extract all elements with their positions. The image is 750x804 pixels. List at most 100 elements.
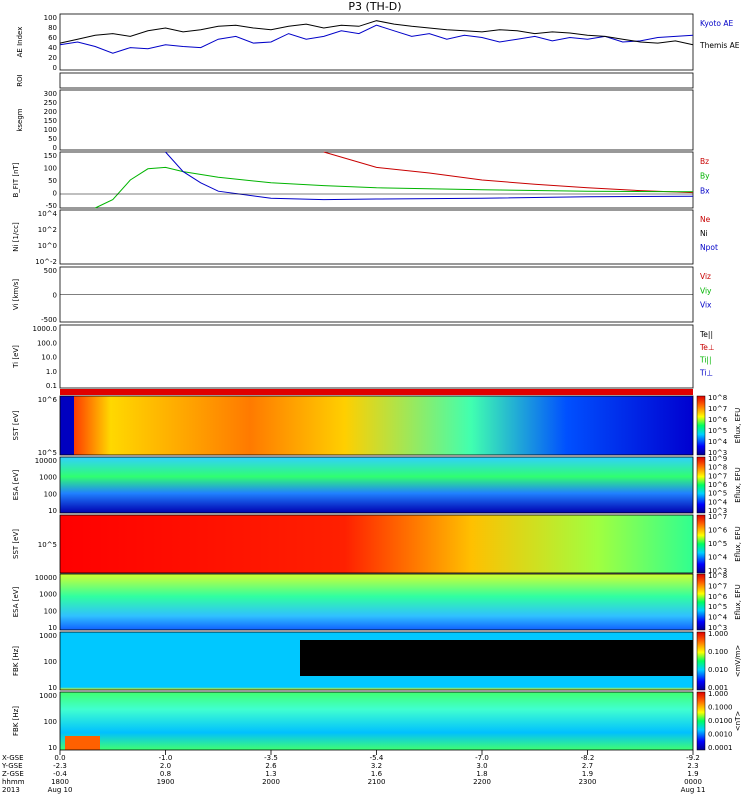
colorbar-tick: 10^3	[708, 567, 727, 575]
colorbar-label: Eflux, EFU	[734, 408, 742, 443]
y-tick-label: 10.0	[41, 354, 57, 362]
x-axis-row-label: 2013	[2, 786, 20, 794]
colorbar-tick: 10^5	[708, 603, 727, 611]
y-tick-label: -500	[41, 316, 57, 324]
y-tick-label: 150	[44, 117, 57, 125]
x-tick-label: -8.2	[581, 754, 595, 762]
colorbar-label: Eflux, EFU	[734, 526, 742, 561]
series-bx	[165, 151, 694, 201]
x-tick-label: 2100	[368, 778, 386, 786]
y-tick-label: 10^4	[38, 210, 58, 218]
legend-entry: Vix	[700, 301, 712, 310]
colorbar-fbk_b	[696, 691, 706, 751]
y-axis-label: Ni [1/cc]	[12, 222, 20, 252]
panel-frame	[59, 514, 694, 574]
x-tick-label: 2.7	[582, 762, 593, 770]
panel-frame	[59, 72, 694, 89]
x-tick-label: 0.8	[160, 770, 171, 778]
y-tick-label: 80	[48, 24, 57, 32]
colorbar-tick: 10^6	[708, 481, 728, 489]
x-tick-label: 3.2	[371, 762, 382, 770]
colorbar-tick: 10^5	[708, 540, 727, 548]
y-tick-label: 10^6	[38, 396, 58, 404]
colorbar-tick: 10^3	[708, 624, 727, 632]
quality-bar	[60, 389, 693, 395]
y-tick-label: 0	[53, 292, 57, 300]
y-axis-label: ESA [eV]	[12, 469, 20, 500]
legend-entry: Themis AE	[699, 41, 740, 50]
x-tick-label: 2200	[473, 778, 491, 786]
panel-ti: Ti [eV] 1000.0 100.0 10.0 1.0 0.1 Te|| Te⊥ Ti|| T…	[12, 324, 714, 390]
y-tick-label: 100	[44, 718, 57, 726]
legend-entry: Ti⊥	[699, 368, 713, 377]
colorbar-label: Eflux, EFU	[734, 584, 742, 619]
x-tick-label: 1800	[51, 778, 69, 786]
colorbar-tick: 10^6	[708, 416, 728, 424]
spectrogram-sst_e	[60, 396, 693, 455]
y-axis-label: ROI	[16, 74, 24, 86]
x-tick-label: 0000	[684, 778, 702, 786]
panel-frame	[59, 456, 694, 514]
colorbar-tick: 10^8	[708, 572, 727, 580]
colorbar-tick: 0.010	[708, 666, 728, 674]
y-tick-label: 200	[44, 108, 57, 116]
y-tick-label: 150	[44, 152, 57, 160]
x-tick-label: 1.6	[371, 770, 383, 778]
x-axis-row-label: hhmm	[2, 778, 25, 786]
y-tick-label: 1000	[39, 591, 57, 599]
colorbar-tick: 10^8	[708, 464, 727, 472]
series-bz	[323, 151, 694, 194]
colorbar-tick: 10^4	[708, 498, 728, 506]
y-tick-label: 10	[48, 684, 57, 692]
x-tick-label: 2300	[579, 778, 597, 786]
y-axis-label: Ti [eV]	[12, 345, 20, 369]
y-tick-label: 10^5	[38, 449, 57, 457]
colorbar-fbk_e	[696, 631, 706, 691]
x-axis-row-label: Y-GSE	[1, 762, 23, 770]
y-tick-label: 100	[44, 658, 57, 666]
colorbar-tick: 0.0001	[708, 744, 733, 752]
series-themis-ae	[59, 20, 694, 46]
x-tick-label: 2.6	[265, 762, 277, 770]
y-tick-label: 100.0	[37, 339, 57, 347]
legend-entry: Ne	[700, 215, 711, 224]
colorbar-tick: 1.000	[708, 630, 728, 638]
colorbar-tick: 10^5	[708, 427, 727, 435]
y-tick-label: 100	[44, 126, 57, 134]
legend-entry: Npot	[700, 243, 718, 252]
colorbar-tick: 0.1000	[708, 704, 733, 712]
spectrogram-esa_e	[60, 457, 693, 513]
panel-frame	[59, 573, 694, 631]
panel-frame	[59, 13, 694, 71]
panel-vi: Vi [km/s] 500 0 -500 Viz Viy Vix	[12, 266, 712, 324]
edge-band	[60, 396, 74, 455]
panel-esa_i: 10^8 10^7 10^6 10^5 10^4 10^3 Eflux, EFU ESA [e…	[12, 572, 742, 632]
series-by	[94, 166, 694, 209]
y-axis-label: SST [eV]	[12, 410, 20, 440]
panel-frame	[59, 89, 694, 151]
x-tick-label: -3.5	[264, 754, 278, 762]
y-tick-label: 1000	[39, 632, 57, 640]
x-tick-label: 0.0	[54, 754, 65, 762]
x-tick-label: 1.9	[687, 770, 698, 778]
panel-sst_e: 10^8 10^7 10^6 10^5 10^4 10^3 Eflux, EFU SST [e…	[12, 394, 742, 457]
colorbar-tick: 10^4	[708, 614, 728, 622]
colorbar-tick: 10^4	[708, 438, 728, 446]
x-tick-label: 1.9	[582, 770, 593, 778]
x-tick-label: 1.3	[265, 770, 276, 778]
x-axis-row-label: X-GSE	[2, 754, 24, 762]
colorbar-sst_i	[696, 514, 706, 574]
x-axis-row-label: Z-GSE	[2, 770, 24, 778]
x-tick-label: -5.4	[370, 754, 384, 762]
panel-fbk_e: 1.000 0.100 0.010 0.001 <mV/m> FBK [Hz] 1000 10…	[12, 630, 742, 692]
y-tick-label: 100	[44, 165, 57, 173]
colorbar-label: <mV/m>	[734, 645, 742, 678]
y-tick-label: 0	[53, 144, 57, 152]
x-axis: X-GSEY-GSEZ-GSEhhmm20130.0-2.3-0.41800Au…	[1, 750, 705, 794]
y-tick-label: 10	[48, 624, 57, 632]
y-tick-label: 1000	[39, 692, 57, 700]
y-tick-label: 1.0	[46, 368, 57, 376]
x-tick-label: Aug 10	[48, 786, 73, 794]
legend-entry: Te||	[699, 330, 713, 339]
